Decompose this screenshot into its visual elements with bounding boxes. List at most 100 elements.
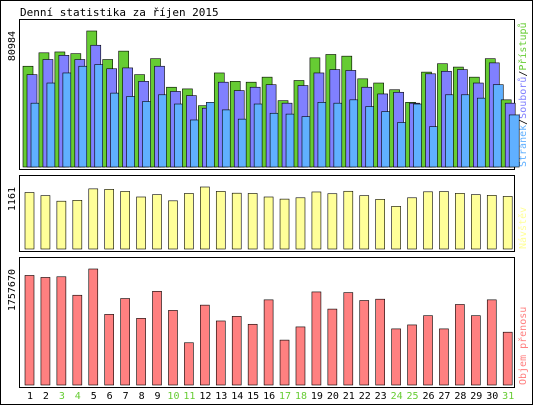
bar-návštěv-day-28 <box>455 193 465 250</box>
bar-návštěv-day-13 <box>215 191 226 250</box>
x-tick-label: 21 <box>343 391 355 402</box>
bar-objem-přenosu-day-5 <box>88 268 99 386</box>
x-tick-label: 16 <box>263 391 275 402</box>
bar-návštěv-day-15 <box>247 193 258 250</box>
bar-návštěv-day-9 <box>152 194 162 250</box>
x-tick-label: 7 <box>123 391 129 402</box>
legend-item: Návštěv <box>517 207 529 249</box>
panel-traffic: 80984 Stránek/Souborů/Přístupů <box>7 19 529 170</box>
bar-návštěv-day-29 <box>471 194 481 250</box>
bar-návštěv-day-18 <box>295 197 306 250</box>
x-tick-label: 8 <box>139 391 145 402</box>
bar-návštěv-day-2 <box>40 195 51 250</box>
legend-separator: / <box>518 119 529 125</box>
y-axis-max-label: 80984 <box>7 31 18 61</box>
bar-objem-přenosu-day-24 <box>391 328 401 386</box>
x-tick-label: 4 <box>75 391 81 402</box>
bar-stránek-day-31 <box>508 114 520 168</box>
bar-návštěv-day-4 <box>72 200 83 250</box>
bar-návštěv-day-31 <box>502 196 513 250</box>
x-tick-label: 30 <box>486 391 498 402</box>
bar-objem-přenosu-day-22 <box>359 300 370 386</box>
bar-objem-přenosu-day-28 <box>455 304 465 386</box>
bar-objem-přenosu-day-30 <box>486 299 497 386</box>
x-tick-label: 5 <box>91 391 97 402</box>
x-tick-label: 18 <box>295 391 307 402</box>
x-tick-label: 12 <box>199 391 211 402</box>
bar-objem-přenosu-day-3 <box>56 276 67 386</box>
x-tick-label: 3 <box>59 391 65 402</box>
x-tick-label: 19 <box>311 391 323 402</box>
bar-návštěv-day-5 <box>88 188 99 250</box>
bar-návštěv-day-20 <box>327 193 338 250</box>
bar-návštěv-day-1 <box>24 192 35 250</box>
bar-objem-přenosu-day-17 <box>279 339 290 386</box>
legend-separator: / <box>518 71 529 77</box>
x-tick-label: 22 <box>359 391 371 402</box>
bar-návštěv-day-30 <box>486 195 497 250</box>
bar-objem-přenosu-day-8 <box>136 318 146 386</box>
bar-návštěv-day-26 <box>423 191 433 250</box>
x-tick-label: 14 <box>231 391 243 402</box>
legend-item: Přístupů <box>517 22 529 70</box>
bar-objem-přenosu-day-20 <box>327 308 338 386</box>
legend-item: Souborů <box>517 77 529 119</box>
bar-objem-přenosu-day-21 <box>343 292 354 386</box>
x-tick-label: 20 <box>327 391 339 402</box>
bar-objem-přenosu-day-13 <box>215 320 226 386</box>
bar-objem-přenosu-day-4 <box>72 294 83 386</box>
bar-objem-přenosu-day-16 <box>263 299 274 386</box>
legend-item: Objem přenosu <box>517 307 529 385</box>
bar-objem-přenosu-day-6 <box>104 314 114 386</box>
bar-návštěv-day-11 <box>184 193 194 250</box>
y-axis-max-label: 1757670 <box>7 269 18 311</box>
bar-návštěv-day-22 <box>359 195 370 250</box>
bar-objem-přenosu-day-9 <box>152 290 162 386</box>
x-tick-label: 24 <box>391 391 403 402</box>
panel-visits: 1161 Návštěv <box>7 175 529 252</box>
panel-legend: Návštěv <box>517 207 529 249</box>
bar-objem-přenosu-day-31 <box>502 331 513 386</box>
x-tick-label: 10 <box>167 391 179 402</box>
x-tick-label: 15 <box>247 391 259 402</box>
x-tick-label: 29 <box>470 391 482 402</box>
bar-objem-přenosu-day-7 <box>120 298 130 386</box>
bar-návštěv-day-16 <box>263 196 274 250</box>
bar-návštěv-day-25 <box>407 197 417 250</box>
x-axis-day-labels: 1 2 3 4 5 6 7 8 9 10 11 12 13 14 15 16 17 18 19 20 21 22 23 24 2… <box>27 391 514 402</box>
x-tick-label: 2 <box>43 391 49 402</box>
x-tick-label: 17 <box>279 391 291 402</box>
x-tick-label: 27 <box>438 391 450 402</box>
bar-návštěv-day-12 <box>200 186 210 250</box>
bar-návštěv-day-19 <box>311 191 322 250</box>
bar-objem-přenosu-day-18 <box>295 326 306 386</box>
x-tick-label: 9 <box>155 391 161 402</box>
bar-objem-přenosu-day-26 <box>423 315 433 386</box>
bar-návštěv-day-21 <box>343 190 354 250</box>
bar-objem-přenosu-day-15 <box>247 323 258 386</box>
bar-objem-přenosu-day-29 <box>471 315 481 386</box>
x-tick-label: 26 <box>422 391 434 402</box>
bar-objem-přenosu-day-23 <box>375 298 385 386</box>
bar-návštěv-day-17 <box>279 198 290 250</box>
x-tick-label: 11 <box>183 391 195 402</box>
panel-legend: Objem přenosu <box>517 307 529 385</box>
bar-návštěv-day-6 <box>104 189 114 250</box>
chart-title: Denní statistika za říjen 2015 <box>20 6 219 19</box>
x-tick-label: 25 <box>407 391 419 402</box>
bar-návštěv-day-14 <box>231 192 242 250</box>
bar-objem-přenosu-day-27 <box>439 328 449 386</box>
bar-návštěv-day-23 <box>375 199 385 250</box>
bar-návštěv-day-10 <box>168 200 178 250</box>
bar-objem-přenosu-day-25 <box>407 324 417 386</box>
panel-legend: Stránek/Souborů/Přístupů <box>517 22 529 167</box>
x-tick-label: 28 <box>454 391 466 402</box>
x-tick-label: 6 <box>107 391 113 402</box>
bar-objem-přenosu-day-1 <box>24 275 35 386</box>
bar-objem-přenosu-day-14 <box>231 316 242 386</box>
bar-objem-přenosu-day-2 <box>40 277 51 386</box>
bar-objem-přenosu-day-19 <box>311 291 322 386</box>
bar-návštěv-day-7 <box>120 191 130 250</box>
x-tick-label: 23 <box>375 391 387 402</box>
